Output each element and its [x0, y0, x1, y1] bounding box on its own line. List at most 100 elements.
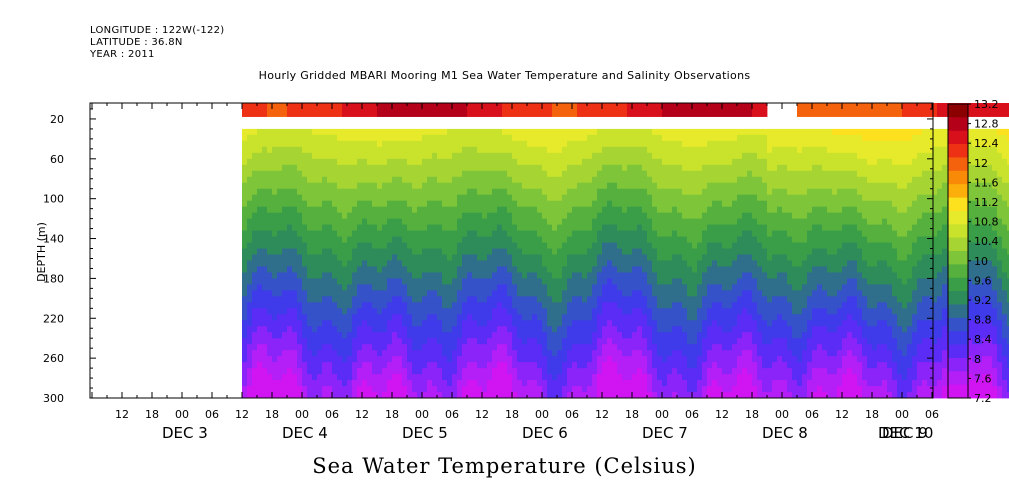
field-cell [367, 218, 373, 225]
field-cell [717, 248, 723, 255]
field-cell [527, 368, 533, 375]
field-cell [662, 326, 668, 333]
field-cell [352, 326, 358, 333]
field-cell [452, 170, 458, 178]
field-cell [252, 260, 258, 267]
field-cell [307, 140, 313, 148]
field-cell [312, 152, 318, 160]
field-cell [437, 320, 443, 327]
field-cell [657, 170, 663, 178]
field-cell [752, 170, 758, 178]
field-cell [492, 152, 498, 160]
field-cell [262, 392, 268, 399]
field-cell [662, 236, 668, 243]
field-cell [487, 356, 493, 363]
field-cell [537, 164, 543, 172]
field-cell [417, 236, 423, 243]
field-cell [592, 152, 598, 160]
field-cell [282, 248, 288, 255]
field-cell [257, 386, 263, 393]
field-cell [782, 176, 788, 184]
field-cell [387, 302, 393, 309]
field-cell [577, 200, 583, 208]
field-cell [642, 344, 648, 351]
field-cell [712, 350, 718, 357]
surface-cell [637, 103, 643, 117]
field-cell [702, 302, 708, 309]
field-cell [322, 128, 328, 136]
field-cell [597, 314, 603, 321]
field-cell [667, 182, 673, 190]
field-cell [357, 350, 363, 357]
field-cell [342, 290, 348, 297]
field-cell [592, 326, 598, 333]
field-cell [507, 314, 513, 321]
field-cell [402, 200, 408, 208]
field-cell [547, 206, 553, 214]
field-cell [522, 314, 528, 321]
field-cell [667, 152, 673, 160]
field-cell [512, 356, 518, 363]
field-cell [467, 170, 473, 178]
field-cell [332, 326, 338, 333]
field-cell [772, 218, 778, 225]
field-cell [612, 278, 618, 285]
field-cell [597, 272, 603, 279]
field-cell [497, 212, 503, 220]
field-cell [527, 386, 533, 393]
field-cell [432, 140, 438, 148]
field-cell [307, 308, 313, 315]
field-cell [607, 308, 613, 315]
field-cell [397, 362, 403, 369]
field-cell [357, 206, 363, 214]
field-cell [347, 374, 353, 381]
field-cell [572, 152, 578, 160]
field-cell [637, 260, 643, 267]
field-cell [632, 170, 638, 178]
field-cell [492, 272, 498, 279]
field-cell [477, 254, 483, 261]
field-cell [582, 158, 588, 166]
field-cell [267, 326, 273, 333]
field-cell [587, 248, 593, 255]
field-cell [277, 236, 283, 243]
field-cell [262, 320, 268, 327]
field-cell [737, 344, 743, 351]
field-cell [632, 164, 638, 172]
field-cell [557, 320, 563, 327]
field-cell [777, 128, 783, 136]
temperature-field [242, 103, 1009, 399]
field-cell [617, 260, 623, 267]
field-cell [247, 332, 253, 339]
field-cell [507, 200, 513, 208]
field-cell [537, 128, 543, 136]
field-cell [347, 392, 353, 399]
field-cell [447, 362, 453, 369]
field-cell [772, 344, 778, 351]
field-cell [282, 128, 288, 136]
field-cell [532, 164, 538, 172]
field-cell [557, 296, 563, 303]
field-cell [432, 278, 438, 285]
field-cell [777, 344, 783, 351]
field-cell [492, 266, 498, 273]
field-cell [622, 284, 628, 291]
field-cell [697, 254, 703, 261]
field-cell [527, 218, 533, 225]
field-cell [532, 260, 538, 267]
field-cell [382, 326, 388, 333]
field-cell [477, 260, 483, 267]
field-cell [437, 332, 443, 339]
field-cell [542, 248, 548, 255]
field-cell [552, 314, 558, 321]
field-cell [642, 146, 648, 154]
field-cell [372, 284, 378, 291]
field-cell [512, 248, 518, 255]
field-cell [632, 152, 638, 160]
field-cell [477, 200, 483, 208]
field-cell [747, 170, 753, 178]
field-cell [752, 212, 758, 220]
field-cell [487, 212, 493, 220]
field-cell [497, 134, 503, 142]
field-cell [252, 284, 258, 291]
